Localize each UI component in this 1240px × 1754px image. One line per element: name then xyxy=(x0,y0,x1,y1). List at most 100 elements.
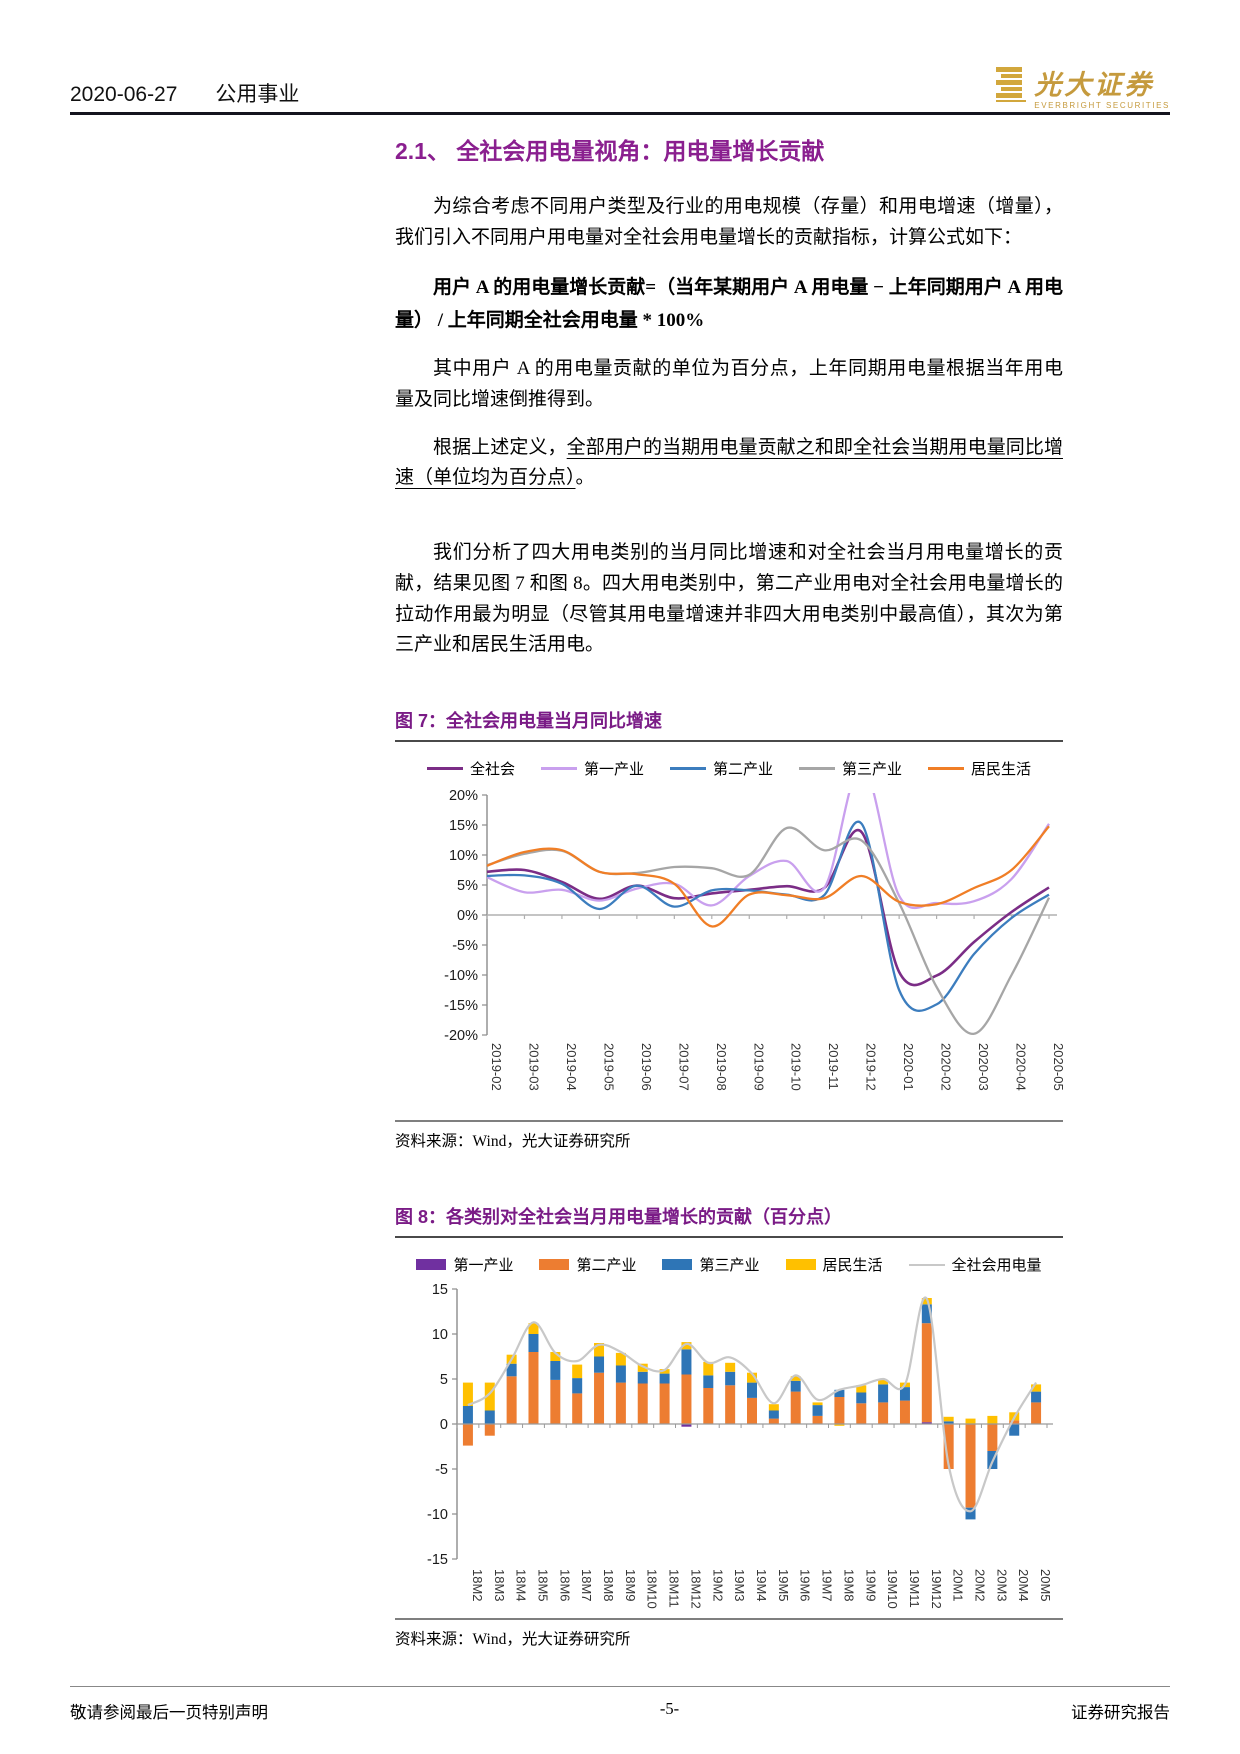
svg-text:19M5: 19M5 xyxy=(776,1569,791,1602)
svg-text:18M10: 18M10 xyxy=(645,1569,660,1609)
svg-text:0: 0 xyxy=(440,1417,448,1433)
svg-text:18M2: 18M2 xyxy=(470,1569,485,1602)
bar-segment-第二产业 xyxy=(725,1385,736,1425)
svg-text:5: 5 xyxy=(440,1372,448,1388)
bar-segment-第二产业 xyxy=(921,1323,932,1423)
bar-segment-居民生活 xyxy=(550,1352,561,1362)
bar-segment-第二产业 xyxy=(943,1424,954,1470)
legend-swatch xyxy=(426,767,463,771)
brand-subtitle: EVERBRIGHT SECURITIES xyxy=(1034,101,1170,110)
legend-swatch xyxy=(539,1259,570,1271)
svg-text:2019-05: 2019-05 xyxy=(601,1043,616,1091)
svg-text:2019-04: 2019-04 xyxy=(564,1043,579,1091)
bar-segment-第三产业 xyxy=(725,1371,736,1386)
legend-item: 全社会用电量 xyxy=(908,1254,1042,1275)
bar-segment-第二产业 xyxy=(681,1374,692,1425)
section-title: 2.1、 全社会用电量视角：用电量增长贡献 xyxy=(395,138,825,164)
bar-segment-第三产业 xyxy=(943,1421,954,1425)
footer-page-number: -5- xyxy=(659,1699,680,1718)
svg-text:2019-08: 2019-08 xyxy=(714,1043,729,1091)
legend-item: 第二产业 xyxy=(539,1254,636,1275)
svg-text:2019-06: 2019-06 xyxy=(639,1043,654,1091)
legend-swatch xyxy=(416,1259,447,1271)
svg-text:-10%: -10% xyxy=(444,968,478,984)
footer-report-type: 证券研究报告 xyxy=(1071,1703,1170,1722)
header-meta: 2020-06-27 公用事业 xyxy=(70,78,299,108)
bar-segment-第三产业 xyxy=(965,1507,976,1520)
legend-label: 第二产业 xyxy=(712,762,773,779)
legend-label: 第一产业 xyxy=(583,762,644,779)
bar-segment-第二产业 xyxy=(615,1382,626,1425)
svg-text:2019-09: 2019-09 xyxy=(751,1043,766,1091)
series-全社会用电量 xyxy=(467,1296,1038,1513)
svg-text:20M5: 20M5 xyxy=(1038,1569,1053,1602)
figure8: 图 8：各类别对全社会当月用电量增长的贡献（百分点） 第一产业 第二产业 第三产业 居… xyxy=(395,1203,1063,1649)
bar-segment-居民生活 xyxy=(943,1416,954,1422)
svg-text:2020-03: 2020-03 xyxy=(976,1043,991,1091)
svg-text:19M7: 19M7 xyxy=(820,1569,835,1602)
bar-segment-第三产业 xyxy=(856,1392,867,1404)
bar-segment-居民生活 xyxy=(462,1382,473,1407)
svg-text:2019-10: 2019-10 xyxy=(789,1043,804,1091)
legend-item: 第三产业 xyxy=(799,758,902,779)
bar-segment-居民生活 xyxy=(659,1369,670,1374)
bar-segment-居民生活 xyxy=(615,1353,626,1366)
svg-text:-15%: -15% xyxy=(444,998,478,1014)
paragraph-intro: 为综合考虑不同用户类型及行业的用电规模（存量）和用电增速（增量），我们引入不同用… xyxy=(395,196,1063,248)
svg-text:-5%: -5% xyxy=(452,938,478,954)
bar-segment-第二产业 xyxy=(790,1391,801,1425)
content-column: 2.1、 全社会用电量视角：用电量增长贡献 为综合考虑不同用户类型及行业的用电规… xyxy=(395,132,1066,1649)
figure7: 图 7：全社会用电量当月同比增速 全社会 第一产业 第二产业 第三产业 居民生活 20%… xyxy=(395,707,1066,1151)
bar-segment-第三产业 xyxy=(747,1382,757,1399)
legend-label: 第三产业 xyxy=(699,1258,760,1275)
svg-text:20M4: 20M4 xyxy=(1016,1569,1031,1602)
bar-segment-居民生活 xyxy=(594,1343,605,1357)
svg-text:19M11: 19M11 xyxy=(907,1569,922,1608)
svg-text:2019-02: 2019-02 xyxy=(489,1043,504,1091)
bar-segment-居民生活 xyxy=(768,1404,779,1411)
legend-swatch xyxy=(540,767,577,771)
figure8-chart: 15 10 5 0 -5 -10 -15 18M2 18M3 18M4 18M5 18M6 18M7 18… xyxy=(427,1282,1053,1609)
svg-text:20M3: 20M3 xyxy=(994,1569,1009,1602)
series-第三产业 xyxy=(486,826,1051,1036)
bar-segment-第三产业 xyxy=(484,1410,495,1425)
header-rule xyxy=(70,112,1170,115)
svg-text:19M10: 19M10 xyxy=(885,1569,900,1609)
svg-text:18M7: 18M7 xyxy=(579,1569,594,1602)
paragraph-formula: 用户 A 的用电量增长贡献=（当年某期用户 A 用电量 − 上年同期用户 A 用… xyxy=(395,276,1063,331)
svg-text:19M2: 19M2 xyxy=(710,1569,725,1602)
svg-text:2020-01: 2020-01 xyxy=(901,1043,916,1091)
svg-text:18M5: 18M5 xyxy=(535,1569,550,1602)
legend-item: 第一产业 xyxy=(540,758,644,779)
svg-text:19M8: 19M8 xyxy=(841,1569,856,1602)
legend-item: 第一产业 xyxy=(416,1254,513,1275)
svg-text:20%: 20% xyxy=(449,788,478,804)
bar-segment-第二产业 xyxy=(594,1372,605,1425)
svg-text:18M3: 18M3 xyxy=(492,1569,507,1602)
svg-text:2020-04: 2020-04 xyxy=(1014,1043,1029,1091)
legend-item: 第二产业 xyxy=(669,758,773,779)
legend-swatch xyxy=(908,1263,945,1266)
legend-label: 第一产业 xyxy=(453,1258,514,1275)
footer-disclaimer: 敬请参阅最后一页特别声明 xyxy=(70,1703,268,1722)
bar-segment-第三产业 xyxy=(659,1373,670,1384)
everbright-logo-icon xyxy=(996,67,1027,110)
figure8-source: 资料来源：Wind，光大证券研究所 xyxy=(395,1618,1063,1649)
bar-segment-居民生活 xyxy=(528,1323,539,1335)
svg-text:2019-11: 2019-11 xyxy=(826,1043,841,1090)
bar-segment-第三产业 xyxy=(790,1380,801,1392)
svg-text:18M9: 18M9 xyxy=(623,1569,638,1602)
paragraph-analysis: 我们分析了四大用电类别的当月同比增速和对全社会当月用电量增长的贡献，结果见图 7… xyxy=(395,542,1063,656)
bar-segment-第二产业 xyxy=(834,1397,845,1425)
bar-segment-第二产业 xyxy=(637,1383,648,1425)
bar-segment-第三产业 xyxy=(462,1406,473,1425)
definition-underlined: 全部用户的当期用电量贡献之和即全社会当期用电量同比增速（单位均为百分点） xyxy=(395,436,1063,489)
bar-segment-居民生活 xyxy=(572,1364,583,1379)
legend-swatch xyxy=(799,767,835,771)
bar-segment-第一产业 xyxy=(681,1424,692,1427)
svg-text:18M4: 18M4 xyxy=(514,1569,529,1602)
svg-text:-10: -10 xyxy=(427,1507,448,1523)
legend-swatch xyxy=(669,767,706,771)
bar-segment-第二产业 xyxy=(987,1424,998,1452)
